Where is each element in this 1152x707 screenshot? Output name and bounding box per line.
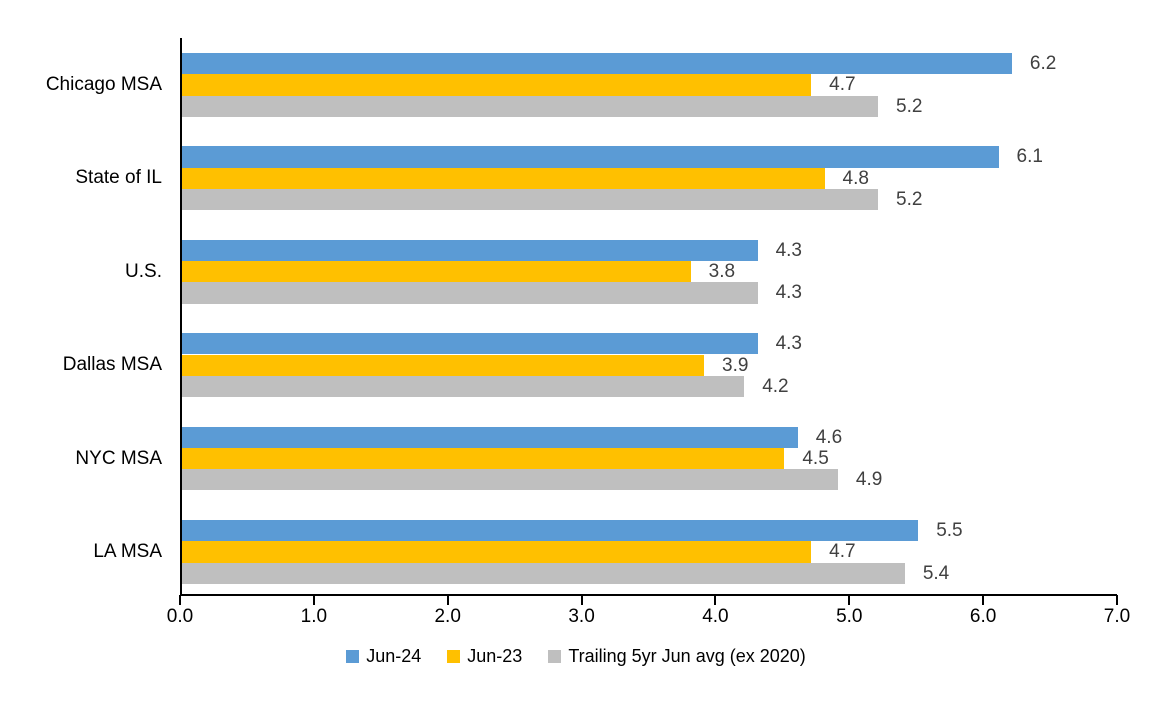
- x-axis-tick: [848, 595, 851, 605]
- value-label: 4.6: [815, 426, 843, 448]
- legend-item: Trailing 5yr Jun avg (ex 2020): [548, 646, 806, 667]
- x-axis-tick: [714, 595, 717, 605]
- category-label: State of IL: [75, 167, 162, 189]
- value-label: 5.2: [896, 95, 923, 117]
- legend-item: Jun-23: [447, 646, 522, 667]
- bar-jun-23: [182, 354, 705, 376]
- x-axis-tick-label: 6.0: [969, 606, 997, 627]
- x-axis-tick: [982, 595, 985, 605]
- bar-jun-23: [182, 167, 825, 189]
- legend-label: Jun-23: [467, 646, 523, 666]
- x-axis-tick-label: 7.0: [1103, 606, 1131, 627]
- value-label: 5.5: [936, 520, 963, 541]
- value-label: 4.7: [829, 74, 856, 96]
- plot-area: 6.2 4.7 5.2 6.1 4.8 5.2 4.3 3.8 4.3 4.3 3.9 4.2 4.6 4…: [180, 38, 1117, 596]
- value-label: 4.8: [842, 167, 869, 189]
- bar-jun-23: [182, 447, 785, 470]
- bar-jun-24: [182, 520, 919, 542]
- legend-label: Jun-24: [366, 646, 422, 666]
- value-label: 4.3: [775, 282, 802, 304]
- x-axis-tick: [580, 595, 583, 605]
- legend-marker: [447, 650, 461, 663]
- legend-label: Trailing 5yr Jun avg (ex 2020): [568, 646, 806, 666]
- bar-trailing-5yr-jun-avg-ex-2020-: [182, 189, 879, 211]
- value-label: 6.1: [1016, 146, 1043, 168]
- bar-jun-24: [182, 333, 758, 355]
- category-label: LA MSA: [93, 540, 162, 562]
- value-label: 3.8: [708, 261, 736, 283]
- x-axis-tick: [446, 595, 449, 605]
- bar-jun-24: [182, 239, 758, 262]
- value-label: 6.2: [1029, 53, 1057, 74]
- x-axis-tick-label: 3.0: [568, 606, 595, 627]
- value-label: 5.2: [896, 189, 923, 210]
- value-label: 3.9: [722, 354, 749, 376]
- x-axis-tick: [179, 595, 181, 605]
- category-label: U.S.: [125, 260, 162, 282]
- bar-jun-23: [182, 74, 812, 96]
- legend-item: Jun-24: [346, 646, 421, 667]
- bar-jun-23: [182, 541, 812, 563]
- bar-trailing-5yr-jun-avg-ex-2020-: [182, 375, 745, 398]
- x-axis-tick-label: 4.0: [702, 606, 729, 627]
- category-label: NYC MSA: [75, 447, 162, 469]
- legend-marker: [346, 650, 360, 663]
- x-axis-tick: [1116, 595, 1118, 605]
- category-label: Chicago MSA: [45, 73, 162, 95]
- x-axis-tick-label: 2.0: [434, 606, 461, 627]
- value-label: 5.4: [922, 562, 950, 584]
- legend-marker: [548, 650, 562, 663]
- value-label: 4.2: [762, 375, 789, 397]
- bar-trailing-5yr-jun-avg-ex-2020-: [182, 562, 905, 584]
- category-label: Dallas MSA: [62, 354, 162, 376]
- x-axis-tick-label: 0.0: [166, 606, 194, 627]
- bar-jun-24: [182, 146, 999, 168]
- x-axis-tick-label: 1.0: [300, 606, 328, 627]
- x-axis-tick-label: 5.0: [836, 606, 863, 627]
- bar-jun-24: [182, 53, 1012, 75]
- value-label: 4.3: [775, 333, 802, 355]
- value-label: 4.9: [855, 469, 883, 491]
- legend: Jun-24 Jun-23 Trailing 5yr Jun avg (ex 202…: [0, 646, 1152, 667]
- bar-jun-23: [182, 261, 691, 283]
- value-label: 4.7: [829, 541, 856, 563]
- value-label: 4.5: [802, 447, 829, 469]
- bar-jun-24: [182, 426, 798, 448]
- x-axis-tick: [312, 595, 315, 605]
- bar-trailing-5yr-jun-avg-ex-2020-: [182, 95, 879, 117]
- bar-trailing-5yr-jun-avg-ex-2020-: [182, 282, 758, 304]
- value-label: 4.3: [775, 239, 802, 261]
- bar-trailing-5yr-jun-avg-ex-2020-: [182, 469, 838, 491]
